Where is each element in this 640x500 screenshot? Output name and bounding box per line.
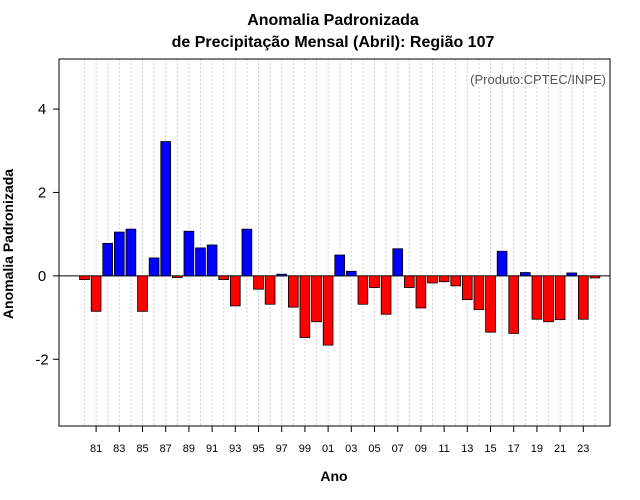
x-tick-label: 93 [229, 443, 241, 455]
credit-label: (Produto:CPTEC/INPE) [470, 72, 606, 87]
bar-2003 [345, 270, 357, 277]
bar-2023 [578, 275, 589, 320]
grid-lines [84, 59, 596, 426]
y-tick-label: -2 [35, 351, 48, 368]
bar-1992 [218, 275, 230, 281]
bar-1999 [299, 275, 311, 338]
x-tick-label: 19 [531, 443, 543, 455]
bar-1993 [229, 275, 241, 307]
bar-1981 [90, 275, 102, 312]
plot-frame [58, 58, 611, 427]
bar-2009 [415, 275, 427, 309]
x-tick-label: 05 [368, 443, 380, 455]
bar-2006 [380, 275, 392, 315]
bar-2016 [496, 250, 508, 277]
x-tick-label: 97 [276, 443, 288, 455]
bar-2007 [392, 248, 403, 277]
bars-group [79, 141, 601, 346]
y-axis: -2 0 2 4 [35, 101, 59, 368]
bar-1983 [114, 231, 125, 277]
x-tick-label: 01 [322, 443, 334, 455]
x-tick-label: 09 [415, 443, 427, 455]
bar-2015 [485, 275, 496, 333]
bar-1995 [253, 275, 264, 290]
x-tick-label: 17 [508, 443, 520, 455]
chart-title: Anomalia Padronizada [247, 12, 419, 29]
bar-2013 [461, 275, 473, 301]
y-tick-label: 2 [38, 184, 46, 201]
bar-2001 [322, 275, 334, 346]
y-tick-label: 0 [38, 268, 46, 285]
x-tick-label: 81 [90, 443, 102, 455]
x-tick-label: 87 [160, 443, 172, 455]
bar-1990 [195, 247, 206, 277]
bar-1998 [287, 275, 299, 308]
bar-2019 [531, 275, 543, 320]
x-tick-label: 95 [252, 443, 264, 455]
bar-1988 [171, 275, 183, 278]
y-axis-label: Anomalia Padronizada [0, 169, 16, 319]
bar-2017 [508, 275, 519, 334]
bar-2012 [450, 275, 461, 287]
x-tick-label: 21 [554, 443, 566, 455]
bar-2010 [427, 275, 438, 284]
x-tick-label: 23 [577, 443, 589, 455]
x-tick-label: 89 [183, 443, 195, 455]
bar-1997 [276, 273, 287, 277]
bar-2018 [520, 272, 531, 277]
x-tick-label: 03 [345, 443, 357, 455]
bar-1987 [160, 141, 172, 277]
bar-1986 [148, 257, 160, 277]
bar-2004 [357, 275, 369, 305]
chart-subtitle: de Precipitação Mensal (Abril): Região 1… [172, 34, 495, 51]
bar-1982 [102, 242, 114, 277]
x-tick-label: 13 [461, 443, 473, 455]
x-tick-label: 99 [299, 443, 311, 455]
bar-1980 [79, 275, 90, 281]
y-tick-label: 4 [38, 101, 46, 118]
bar-2011 [438, 275, 450, 283]
bar-1989 [183, 230, 195, 277]
bar-2014 [473, 275, 485, 311]
x-tick-label: 11 [438, 443, 449, 455]
bar-1994 [241, 228, 253, 277]
bar-2020 [543, 275, 554, 323]
x-tick-label: 83 [113, 443, 125, 455]
bar-2002 [334, 254, 345, 277]
x-tick-label: 15 [484, 443, 496, 455]
bar-1991 [206, 244, 218, 277]
bar-1996 [264, 275, 276, 305]
x-tick-label: 85 [136, 443, 148, 455]
bar-2008 [403, 275, 415, 288]
x-tick-label: 91 [206, 443, 218, 455]
bar-2021 [554, 275, 566, 321]
x-axis-label: Ano [320, 468, 347, 484]
bar-2024 [589, 275, 601, 279]
bar-2005 [369, 275, 380, 288]
bar-1984 [125, 228, 137, 277]
bar-2000 [311, 275, 322, 323]
bar-2022 [566, 272, 577, 277]
x-tick-label: 07 [392, 443, 404, 455]
x-axis: 81 83 85 87 89 91 93 95 97 99 01 03 05 07 09 11 13 15 17 19… [90, 426, 589, 455]
bar-1985 [137, 275, 148, 312]
